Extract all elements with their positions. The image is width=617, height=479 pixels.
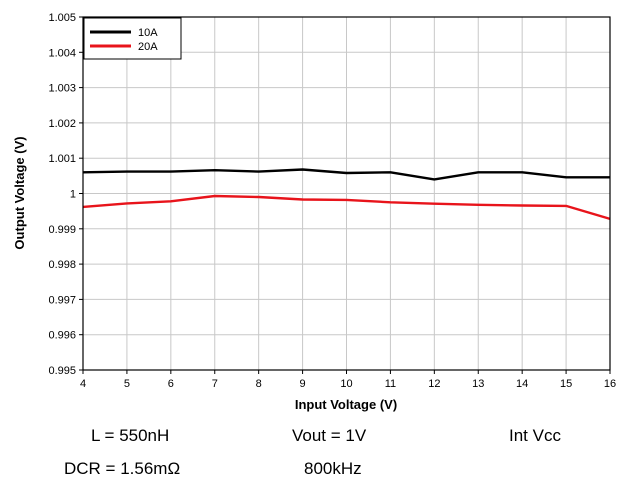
plot-frame bbox=[82, 16, 611, 371]
output-voltage-chart: 4 5 6 7 8 9 10 11 12 13 14 15 16 0.9950.9960.9970.99… bbox=[12, 12, 616, 412]
y-tick-label: 0.999 bbox=[48, 224, 76, 236]
y-tick-label: 1.001 bbox=[48, 153, 76, 165]
y-tick-label: 1.004 bbox=[48, 47, 76, 59]
y-tick-labels: 0.995 0.996 0.997 0.998 0.999 1 1.001 1.002 1.00… bbox=[48, 12, 76, 377]
vout-label: Vout = 1V bbox=[292, 426, 367, 445]
y-axis-title: Output Voltage (V) bbox=[12, 136, 27, 249]
y-tick-label: 0.997 bbox=[48, 294, 76, 306]
legend-box bbox=[83, 17, 182, 60]
dcr-label: DCR = 1.56mΩ bbox=[64, 459, 181, 478]
y-tick-label: 1.005 bbox=[48, 12, 76, 24]
y-tick-label: 0.996 bbox=[48, 330, 76, 342]
legend-label-10a: 10A bbox=[138, 27, 158, 39]
x-tick-label: 12 bbox=[428, 378, 440, 390]
y-tick-label: 1 bbox=[70, 189, 76, 201]
legend: 10A 20A bbox=[83, 17, 182, 60]
x-tick-label: 11 bbox=[385, 378, 396, 390]
x-tick-label: 10 bbox=[340, 378, 352, 390]
x-tick-label: 15 bbox=[560, 378, 572, 390]
grid-lines bbox=[79, 16, 611, 374]
series-line-20a bbox=[82, 194, 611, 221]
inductance-label: L = 550nH bbox=[91, 426, 170, 445]
x-tick-label: 6 bbox=[168, 378, 174, 390]
y-tick-label: 0.995 bbox=[48, 365, 76, 377]
x-tick-label: 13 bbox=[472, 378, 484, 390]
series-line-10a bbox=[82, 168, 610, 181]
x-tick-label: 4 bbox=[80, 378, 86, 390]
x-axis-title: Input Voltage (V) bbox=[295, 397, 397, 412]
x-tick-label: 14 bbox=[516, 378, 528, 390]
vcc-label: Int Vcc bbox=[509, 426, 561, 445]
x-tick-label: 7 bbox=[212, 378, 218, 390]
y-tick-label: 0.998 bbox=[48, 259, 76, 271]
series-lines bbox=[82, 168, 611, 221]
frequency-label: 800kHz bbox=[304, 459, 362, 478]
x-tick-label: 5 bbox=[124, 378, 130, 390]
x-tick-label: 9 bbox=[300, 378, 306, 390]
legend-label-20a: 20A bbox=[138, 41, 158, 53]
x-tick-labels: 4 5 6 7 8 9 10 11 12 13 14 15 16 bbox=[80, 378, 616, 390]
x-tick-label: 16 bbox=[604, 378, 616, 390]
y-tick-label: 1.002 bbox=[48, 118, 76, 130]
x-tick-label: 8 bbox=[256, 378, 262, 390]
y-tick-label: 1.003 bbox=[48, 83, 76, 95]
